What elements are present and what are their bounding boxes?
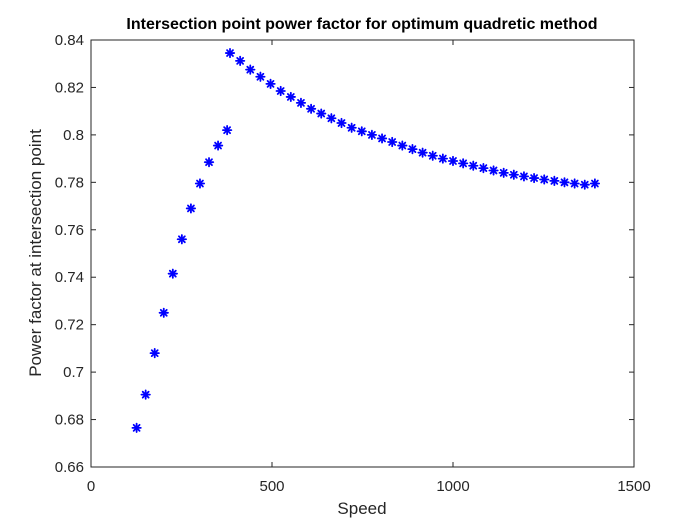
x-axis-ticks: 0 500 1000 1500 — [87, 40, 651, 495]
data-point — [437, 153, 448, 164]
x-tick-label: 1000 — [436, 478, 469, 495]
data-point — [185, 203, 197, 214]
data-point — [305, 103, 317, 114]
y-tick-label: 0.74 — [55, 269, 84, 286]
data-point — [447, 155, 459, 167]
data-point — [569, 178, 580, 189]
data-point — [212, 140, 224, 151]
data-point — [149, 348, 160, 359]
y-tick-label: 0.7 — [63, 364, 84, 381]
data-point — [417, 147, 428, 158]
data-point — [245, 64, 256, 75]
data-point — [336, 117, 347, 129]
data-point — [316, 108, 327, 119]
data-point — [194, 178, 206, 189]
plot-box — [90, 39, 635, 468]
plot-background — [91, 40, 634, 467]
x-tick-label: 1500 — [617, 478, 650, 495]
y-tick-label: 0.72 — [55, 317, 84, 334]
y-axis-ticks: 0.66 0.68 0.7 0.72 0.74 0.76 0.78 0.8 0.82 0.84 — [55, 32, 634, 476]
data-point — [559, 177, 570, 188]
data-markers — [131, 47, 601, 433]
data-point — [167, 268, 178, 279]
data-point — [203, 157, 215, 168]
chart-title: Intersection point power factor for opti… — [126, 16, 597, 33]
data-point — [468, 160, 479, 171]
data-point — [579, 179, 590, 190]
data-point — [140, 389, 151, 400]
data-point — [488, 165, 499, 176]
y-tick-label: 0.68 — [55, 412, 84, 429]
x-axis-label: Speed — [337, 499, 386, 518]
data-point — [326, 113, 337, 124]
data-point — [376, 133, 388, 144]
data-point — [158, 307, 169, 318]
data-point — [528, 172, 540, 184]
data-point — [356, 126, 367, 137]
data-point — [285, 91, 296, 103]
data-point — [518, 171, 530, 182]
y-tick-label: 0.82 — [55, 79, 84, 96]
data-point — [265, 78, 276, 89]
data-point — [589, 178, 601, 189]
data-point — [387, 136, 398, 148]
data-point — [366, 129, 378, 140]
data-point — [407, 144, 418, 155]
data-point — [508, 169, 519, 180]
data-point — [539, 174, 550, 185]
y-tick-label: 0.76 — [55, 222, 84, 239]
data-point — [222, 125, 233, 136]
x-tick-label: 0 — [87, 478, 95, 495]
data-point — [397, 140, 408, 151]
y-tick-label: 0.8 — [63, 127, 84, 144]
data-point — [275, 85, 286, 97]
data-point — [549, 175, 560, 187]
y-tick-label: 0.66 — [55, 459, 84, 476]
data-point — [427, 150, 438, 161]
data-point — [346, 122, 357, 133]
data-point — [478, 162, 489, 174]
x-tick-label: 500 — [259, 478, 284, 495]
data-point — [224, 47, 236, 59]
data-point — [131, 422, 142, 433]
data-point — [458, 158, 469, 169]
data-point — [498, 167, 509, 178]
data-point — [235, 55, 246, 66]
data-point — [295, 97, 307, 108]
data-point — [255, 71, 266, 82]
y-axis-label: Power factor at intersection point — [26, 129, 45, 377]
data-point — [176, 234, 187, 245]
y-tick-label: 0.78 — [55, 174, 84, 191]
y-tick-label: 0.84 — [55, 32, 84, 49]
